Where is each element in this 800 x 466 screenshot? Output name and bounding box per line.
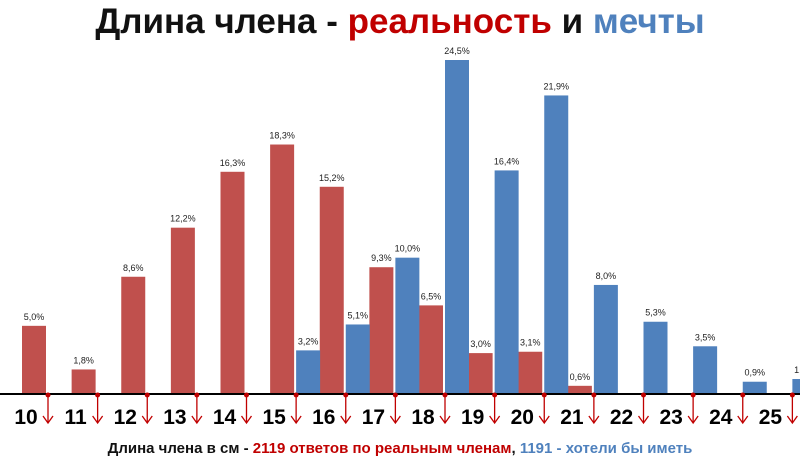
bar-real-19 [468,353,493,394]
tick-arrow-11 [92,392,104,425]
footer-part-real: 2119 ответов по реальным членам [252,440,512,457]
x-tick-label-14: 14 [213,406,237,429]
title-part-and: и [551,2,593,41]
bar-real-20 [518,351,543,394]
tick-arrow-20 [538,392,550,425]
data-label-real-13: 12,2% [170,214,196,224]
bar-dream-23 [693,346,718,394]
bar-dream-15 [296,350,321,394]
bar-real-17 [369,267,394,394]
data-label-dream-19: 16,4% [494,156,520,166]
x-tick-label-25: 25 [759,406,783,429]
footer-part-caption: Длина члена в см - [107,440,253,457]
tick-arrow-21 [588,392,600,425]
data-label-real-19: 3,0% [470,339,491,349]
bar-real-21 [567,385,592,394]
tick-arrow-17 [389,392,401,425]
x-tick-label-18: 18 [411,406,435,429]
data-label-real-21: 0,6% [570,372,591,382]
data-label-real-11: 1,8% [73,355,94,365]
bar-labels-layer: 5,0% 1,8% 8,6% 12,2% 16,3% 18,3% 15,2% 9,3% 6,5%… [24,46,800,382]
tick-arrow-22 [637,392,650,425]
x-tick-label-17: 17 [362,406,385,429]
data-label-real-10: 5,0% [24,312,45,322]
tick-arrow-19 [489,392,501,425]
x-tick-label-22: 22 [610,406,633,429]
data-label-dream-18: 24,5% [444,46,470,56]
data-label-real-17: 9,3% [371,253,392,263]
data-label-dream-22: 5,3% [645,308,666,318]
bars-layer [22,60,800,395]
data-label-dream-21: 8,0% [596,271,617,281]
title-part-reality: реальность [347,2,552,41]
tick-arrow-14 [240,392,253,425]
x-tick-label-12: 12 [114,406,137,429]
bar-dream-22 [643,321,668,394]
bar-real-10 [22,325,46,394]
tick-arrow-13 [191,392,203,425]
bar-real-13 [170,227,195,394]
x-tick-label-13: 13 [163,406,186,429]
bar-dream-18 [445,60,469,394]
bar-dream-19 [494,170,519,394]
data-label-dream-23: 3,5% [695,332,716,342]
bar-dream-17 [395,257,420,394]
bar-real-12 [121,276,146,394]
title-part-length: Длина члена - [95,2,348,41]
data-label-dream-20: 21,9% [543,81,569,91]
bar-dream-20 [544,95,569,395]
x-tick-label-21: 21 [560,406,584,429]
bar-dream-21 [593,284,618,394]
x-tick-label-11: 11 [65,406,88,429]
tick-arrow-10 [42,392,54,425]
bar-real-18 [419,305,443,394]
data-label-real-20: 3,1% [520,338,541,348]
axis-layer: 10 11 12 13 14 15 16 17 18 19 20 21 22 23 24 25 [0,392,800,429]
bar-real-15 [270,144,295,394]
x-tick-label-23: 23 [659,406,682,429]
bar-real-16 [319,186,344,394]
tick-arrow-23 [687,392,699,425]
data-label-real-15: 18,3% [269,131,295,141]
bar-real-11 [71,369,96,394]
data-label-real-12: 8,6% [123,263,144,273]
bar-real-14 [220,171,245,394]
tick-arrow-18 [439,392,451,425]
x-tick-label-15: 15 [262,406,286,429]
data-label-real-16: 15,2% [319,173,345,183]
data-label-dream-25: 1,1% [794,365,800,375]
bar-dream-25 [792,379,800,394]
data-label-dream-24: 0,9% [744,368,765,378]
tick-arrow-24 [737,392,749,425]
chart-title: Длина члена - реальность и мечты [0,2,800,42]
chart-footer: Длина члена в см - 2119 ответов по реаль… [0,440,800,457]
x-tick-label-10: 10 [14,406,37,429]
bar-dream-16 [345,324,370,394]
x-tick-label-16: 16 [312,406,335,429]
data-label-dream-15: 3,2% [298,336,319,346]
data-label-dream-16: 5,1% [347,310,368,320]
x-tick-label-24: 24 [709,406,733,429]
footer-part-comma: , [511,440,520,457]
tick-arrow-25 [786,392,798,425]
data-label-dream-17: 10,0% [395,244,421,254]
data-label-real-18: 6,5% [421,291,442,301]
data-label-real-14: 16,3% [220,158,246,168]
tick-arrow-15 [290,392,302,425]
bar-dream-24 [742,381,767,394]
x-tick-label-19: 19 [461,406,484,429]
tick-arrow-16 [340,392,352,425]
title-part-dreams: мечты [592,2,705,41]
footer-part-dream: 1191 - хотели бы иметь [519,440,693,457]
x-tick-label-20: 20 [511,406,534,429]
tick-arrow-12 [141,392,153,425]
